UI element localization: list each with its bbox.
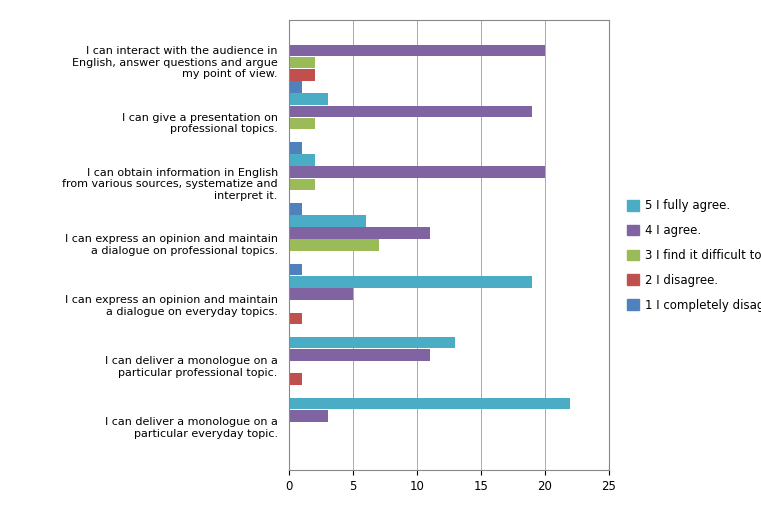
Bar — [289, 57, 315, 68]
Bar — [289, 94, 327, 105]
Bar — [289, 240, 379, 251]
Bar — [289, 118, 315, 129]
Text: I can express an opinion and maintain
a dialogue on professional topics.: I can express an opinion and maintain a … — [65, 235, 278, 256]
Bar — [289, 288, 353, 300]
Bar — [289, 313, 302, 324]
Text: I can interact with the audience in
English, answer questions and argue
my point: I can interact with the audience in Engl… — [72, 46, 278, 79]
Bar — [289, 167, 545, 178]
Text: I can deliver a monologue on a
particular professional topic.: I can deliver a monologue on a particula… — [105, 356, 278, 378]
Bar — [289, 227, 430, 239]
Text: I can express an opinion and maintain
a dialogue on everyday topics.: I can express an opinion and maintain a … — [65, 295, 278, 317]
Bar — [289, 154, 315, 166]
Legend: 5 I fully agree., 4 I agree., 3 I find it difficult to answer., 2 I disagree., 1: 5 I fully agree., 4 I agree., 3 I find i… — [622, 195, 761, 316]
Text: I can give a presentation on
professional topics.: I can give a presentation on professiona… — [122, 113, 278, 134]
Bar — [289, 44, 545, 56]
Bar — [289, 203, 302, 215]
Text: I can obtain information in English
from various sources, systematize and
interp: I can obtain information in English from… — [62, 168, 278, 201]
Bar — [289, 264, 302, 275]
Bar — [289, 81, 302, 92]
Bar — [289, 142, 302, 154]
Bar — [289, 106, 532, 117]
Text: I can deliver a monologue on a
particular everyday topic.: I can deliver a monologue on a particula… — [105, 417, 278, 439]
Bar — [289, 276, 532, 288]
Bar — [289, 69, 315, 81]
Bar — [289, 349, 430, 361]
Bar — [289, 398, 571, 409]
Bar — [289, 410, 327, 422]
Bar — [289, 374, 302, 385]
Bar — [289, 179, 315, 190]
Bar — [289, 215, 366, 227]
Bar — [289, 337, 455, 349]
